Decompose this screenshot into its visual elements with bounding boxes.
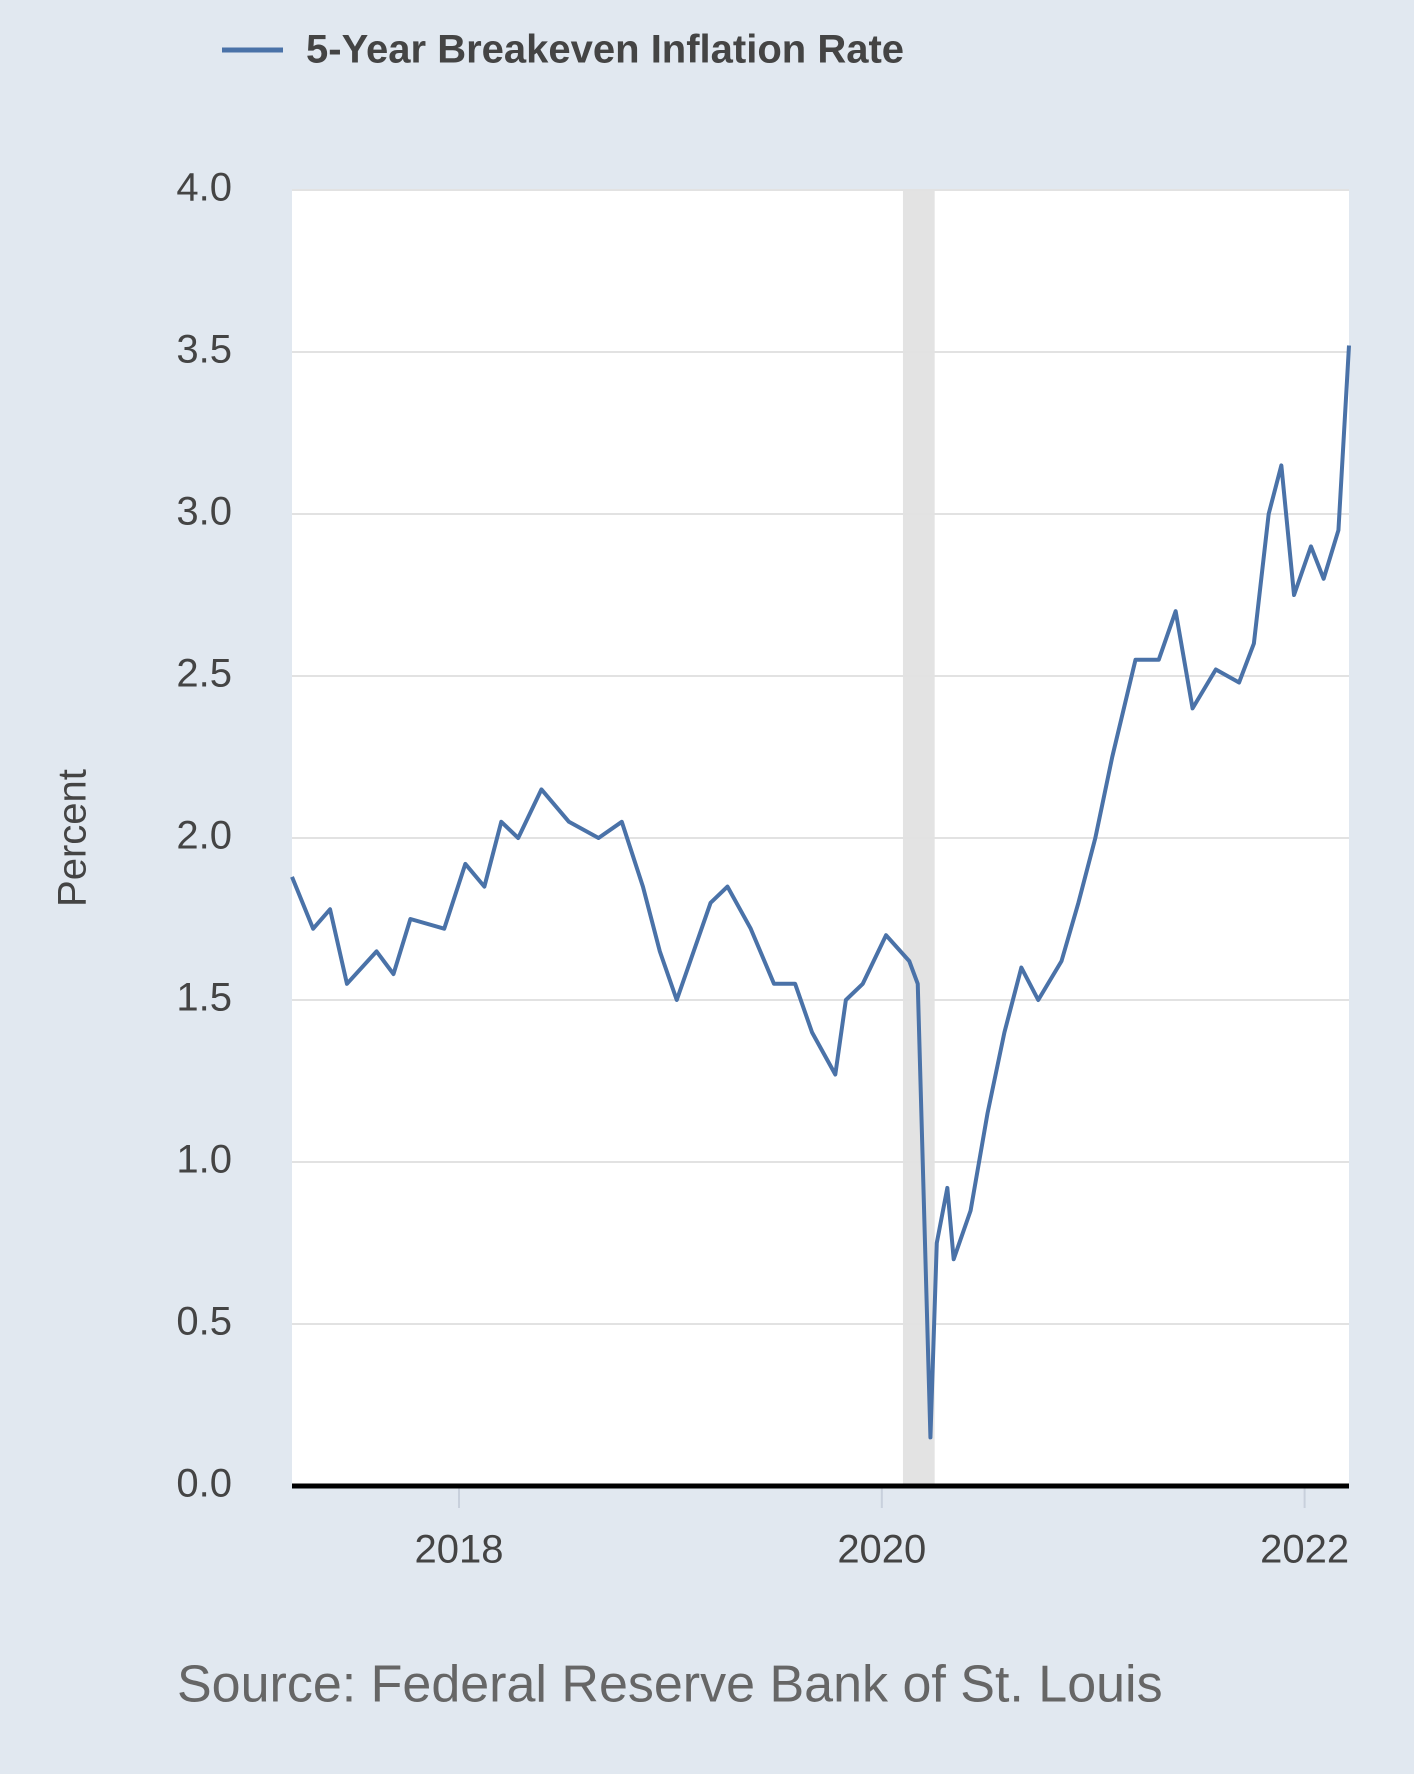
y-tick-label: 1.5	[176, 976, 232, 1020]
y-axis-label: Percent	[51, 769, 95, 907]
y-tick-label: 2.0	[176, 814, 232, 858]
y-tick-label: 0.5	[176, 1300, 232, 1344]
source: Source: Federal Reserve Bank of St. Loui…	[177, 1656, 1163, 1714]
data-line	[290, 345, 1351, 1440]
y-tick-label: 2.5	[176, 652, 232, 696]
x-tick-label: 2018	[415, 1528, 504, 1572]
legend-label: 5-Year Breakeven Inflation Rate	[306, 28, 904, 72]
y-tick-label: 4.0	[176, 166, 232, 210]
x-tick-label: 2020	[837, 1528, 926, 1572]
x-tick-label: 2022	[1260, 1528, 1349, 1572]
y-tick-label: 3.5	[176, 328, 232, 372]
y-tick-label: 3.0	[176, 490, 232, 534]
y-tick-label: 1.0	[176, 1138, 232, 1182]
y-tick-label: 0.0	[176, 1462, 232, 1506]
